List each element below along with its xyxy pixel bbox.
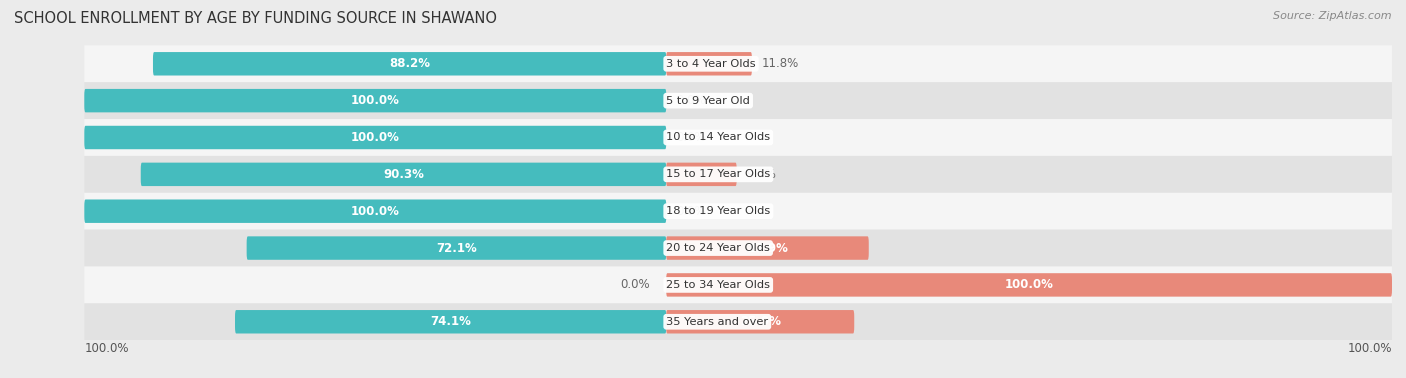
- Text: 74.1%: 74.1%: [430, 315, 471, 328]
- FancyBboxPatch shape: [84, 119, 1392, 156]
- Text: 0.0%: 0.0%: [620, 279, 650, 291]
- Text: 100.0%: 100.0%: [1005, 279, 1053, 291]
- Text: 72.1%: 72.1%: [436, 242, 477, 254]
- Text: 88.2%: 88.2%: [389, 57, 430, 70]
- FancyBboxPatch shape: [235, 310, 666, 333]
- FancyBboxPatch shape: [141, 163, 666, 186]
- Text: 5 to 9 Year Old: 5 to 9 Year Old: [666, 96, 751, 105]
- Text: 9.7%: 9.7%: [747, 168, 776, 181]
- Text: 25.9%: 25.9%: [740, 315, 780, 328]
- FancyBboxPatch shape: [84, 82, 1392, 119]
- FancyBboxPatch shape: [84, 193, 1392, 229]
- Text: 3 to 4 Year Olds: 3 to 4 Year Olds: [666, 59, 756, 69]
- Text: 100.0%: 100.0%: [84, 342, 129, 355]
- FancyBboxPatch shape: [84, 266, 1392, 303]
- Text: 10 to 14 Year Olds: 10 to 14 Year Olds: [666, 133, 770, 143]
- FancyBboxPatch shape: [84, 200, 666, 223]
- FancyBboxPatch shape: [666, 310, 855, 333]
- FancyBboxPatch shape: [153, 52, 666, 76]
- FancyBboxPatch shape: [666, 236, 869, 260]
- FancyBboxPatch shape: [666, 52, 752, 76]
- Text: 0.0%: 0.0%: [676, 131, 706, 144]
- Text: 100.0%: 100.0%: [352, 94, 399, 107]
- FancyBboxPatch shape: [246, 236, 666, 260]
- Text: 0.0%: 0.0%: [676, 205, 706, 218]
- FancyBboxPatch shape: [84, 229, 1392, 266]
- Text: 18 to 19 Year Olds: 18 to 19 Year Olds: [666, 206, 770, 216]
- Text: 25 to 34 Year Olds: 25 to 34 Year Olds: [666, 280, 770, 290]
- Text: 100.0%: 100.0%: [1347, 342, 1392, 355]
- FancyBboxPatch shape: [666, 163, 737, 186]
- Text: 35 Years and over: 35 Years and over: [666, 317, 768, 327]
- Text: 20 to 24 Year Olds: 20 to 24 Year Olds: [666, 243, 770, 253]
- Text: 15 to 17 Year Olds: 15 to 17 Year Olds: [666, 169, 770, 179]
- Text: 100.0%: 100.0%: [352, 205, 399, 218]
- Text: SCHOOL ENROLLMENT BY AGE BY FUNDING SOURCE IN SHAWANO: SCHOOL ENROLLMENT BY AGE BY FUNDING SOUR…: [14, 11, 498, 26]
- Text: 11.8%: 11.8%: [762, 57, 799, 70]
- FancyBboxPatch shape: [84, 303, 1392, 340]
- FancyBboxPatch shape: [84, 126, 666, 149]
- FancyBboxPatch shape: [84, 89, 666, 112]
- FancyBboxPatch shape: [84, 156, 1392, 193]
- FancyBboxPatch shape: [84, 45, 1392, 82]
- Text: 27.9%: 27.9%: [747, 242, 787, 254]
- Text: 0.0%: 0.0%: [676, 94, 706, 107]
- FancyBboxPatch shape: [666, 273, 1392, 297]
- Text: Source: ZipAtlas.com: Source: ZipAtlas.com: [1274, 11, 1392, 21]
- Text: 100.0%: 100.0%: [352, 131, 399, 144]
- Text: 90.3%: 90.3%: [382, 168, 425, 181]
